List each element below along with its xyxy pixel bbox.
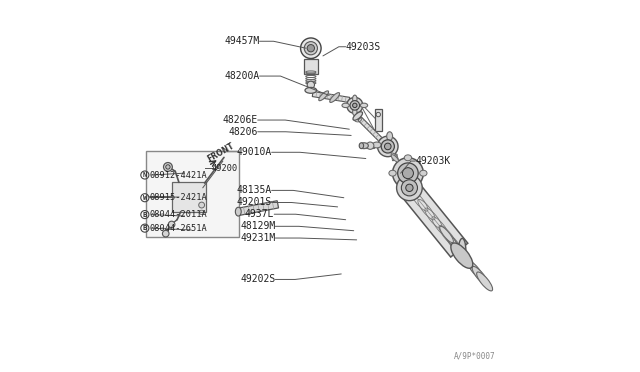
Circle shape [392, 158, 423, 189]
Text: 49200: 49200 [212, 164, 238, 173]
Ellipse shape [389, 170, 396, 176]
Polygon shape [365, 144, 374, 148]
Ellipse shape [359, 143, 364, 149]
Text: 49201S: 49201S [236, 198, 271, 208]
Ellipse shape [472, 266, 488, 285]
Polygon shape [239, 201, 278, 215]
Polygon shape [312, 92, 349, 102]
Ellipse shape [353, 112, 362, 120]
Ellipse shape [353, 108, 357, 116]
Ellipse shape [391, 155, 399, 162]
Circle shape [401, 180, 417, 196]
Ellipse shape [342, 103, 349, 108]
Bar [304, 59, 318, 74]
Ellipse shape [458, 238, 466, 262]
Text: 08044-2011A: 08044-2011A [150, 210, 207, 219]
Ellipse shape [372, 142, 381, 148]
Text: FRONT: FRONT [205, 141, 236, 164]
Text: 49203S: 49203S [346, 42, 381, 52]
Bar [172, 182, 207, 212]
Bar [375, 109, 381, 131]
Text: 4937L: 4937L [245, 209, 274, 219]
Text: 49010A: 49010A [236, 147, 271, 157]
Circle shape [381, 140, 394, 153]
Text: 48206E: 48206E [223, 115, 258, 125]
Circle shape [367, 142, 374, 149]
Ellipse shape [404, 186, 412, 192]
Circle shape [307, 81, 314, 89]
Text: 08912-4421A: 08912-4421A [150, 170, 207, 180]
Circle shape [166, 165, 170, 169]
Ellipse shape [448, 236, 461, 253]
Bar [146, 151, 239, 237]
Text: 48135A: 48135A [236, 185, 271, 195]
Ellipse shape [440, 226, 453, 243]
Circle shape [304, 42, 317, 55]
Ellipse shape [477, 272, 493, 291]
Text: B: B [143, 225, 147, 231]
Ellipse shape [330, 93, 340, 102]
Ellipse shape [319, 91, 328, 101]
Circle shape [198, 202, 205, 208]
Polygon shape [358, 117, 385, 144]
Text: 48129M: 48129M [240, 221, 275, 231]
Text: 49457M: 49457M [224, 36, 260, 46]
Text: 08044-2651A: 08044-2651A [150, 224, 207, 232]
Circle shape [385, 143, 391, 150]
Ellipse shape [451, 243, 473, 268]
Circle shape [397, 175, 422, 201]
Circle shape [347, 97, 363, 113]
Ellipse shape [468, 261, 483, 279]
Text: B: B [143, 212, 147, 218]
Text: A/9P*0007: A/9P*0007 [454, 351, 495, 360]
Ellipse shape [305, 87, 317, 93]
Circle shape [164, 163, 172, 171]
Polygon shape [404, 185, 468, 257]
Circle shape [397, 163, 418, 183]
Circle shape [378, 136, 398, 157]
Ellipse shape [420, 170, 427, 176]
Circle shape [403, 168, 413, 179]
Text: W: W [143, 195, 147, 201]
Circle shape [353, 103, 357, 108]
Ellipse shape [307, 45, 314, 52]
Text: 49231M: 49231M [240, 233, 275, 243]
Ellipse shape [236, 207, 241, 216]
Text: 48200A: 48200A [224, 71, 260, 81]
Ellipse shape [404, 155, 412, 161]
Text: 49202S: 49202S [240, 275, 275, 285]
Ellipse shape [444, 231, 458, 247]
Ellipse shape [391, 153, 398, 160]
Circle shape [163, 230, 169, 237]
Ellipse shape [387, 132, 392, 141]
Text: 08915-2421A: 08915-2421A [150, 193, 207, 202]
Text: 49203K: 49203K [415, 156, 451, 166]
Circle shape [406, 184, 413, 192]
Text: 48206: 48206 [228, 127, 258, 137]
Ellipse shape [360, 143, 369, 149]
Circle shape [168, 221, 175, 228]
Polygon shape [392, 154, 397, 161]
Circle shape [350, 100, 360, 110]
Circle shape [301, 38, 321, 58]
Text: N: N [143, 172, 147, 178]
Ellipse shape [360, 103, 367, 108]
Polygon shape [308, 58, 313, 72]
Ellipse shape [353, 95, 357, 102]
